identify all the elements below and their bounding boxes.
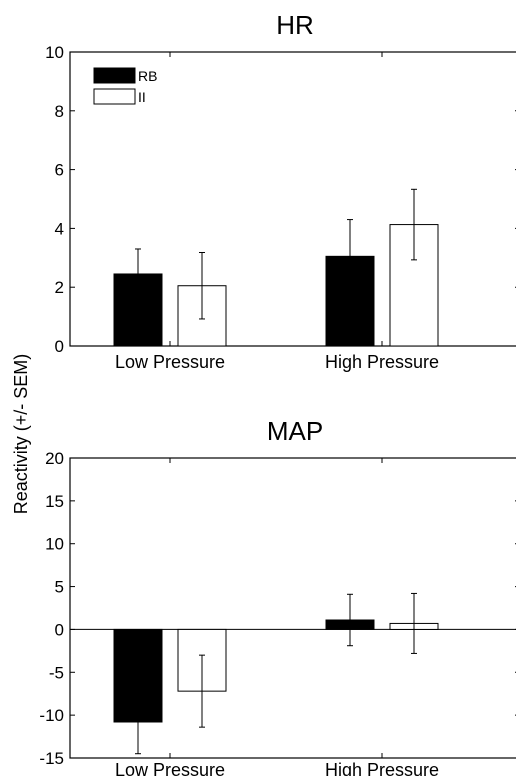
- map-ytick-label: -10: [39, 706, 64, 725]
- map-ytick-label: -15: [39, 749, 64, 768]
- legend-swatch-ii: [94, 89, 135, 104]
- hr-ytick-label: 8: [55, 102, 64, 121]
- map-ytick-label: -5: [49, 663, 64, 682]
- hr-title: HR: [276, 10, 314, 40]
- map-ytick-label: 5: [55, 578, 64, 597]
- map-bars: [114, 593, 438, 753]
- map-title: MAP: [267, 416, 323, 446]
- legend-label-ii: II: [138, 89, 146, 105]
- map-category-label: Low Pressure: [115, 760, 225, 776]
- map-category-labels: Low Pressure High Pressure: [115, 458, 439, 776]
- legend-label-rb: RB: [138, 68, 157, 84]
- map-panel: MAP -15 -10 -5 0 5 10 15 20 Low Pressure High Pr…: [39, 416, 516, 776]
- hr-ytick-label: 0: [55, 337, 64, 356]
- map-ytick-label: 20: [45, 449, 64, 468]
- hr-category-label: Low Pressure: [115, 352, 225, 372]
- map-ytick-label: 15: [45, 492, 64, 511]
- map-ytick-label: 0: [55, 620, 64, 639]
- hr-category-label: High Pressure: [325, 352, 439, 372]
- hr-bars: [114, 189, 438, 346]
- y-axis-label: Reactivity (+/- SEM): [11, 354, 31, 515]
- hr-panel: HR 0 2 4 6 8 10 Low Pressure High Pressure RB …: [45, 10, 516, 372]
- hr-ytick-label: 2: [55, 278, 64, 297]
- map-category-label: High Pressure: [325, 760, 439, 776]
- map-ytick-label: 10: [45, 535, 64, 554]
- hr-ytick-label: 10: [45, 43, 64, 62]
- legend: RB II: [94, 68, 157, 105]
- map-y-ticks: -15 -10 -5 0 5 10 15 20: [39, 449, 516, 768]
- legend-swatch-rb: [94, 68, 135, 83]
- hr-ytick-label: 4: [55, 219, 64, 238]
- hr-ytick-label: 6: [55, 161, 64, 180]
